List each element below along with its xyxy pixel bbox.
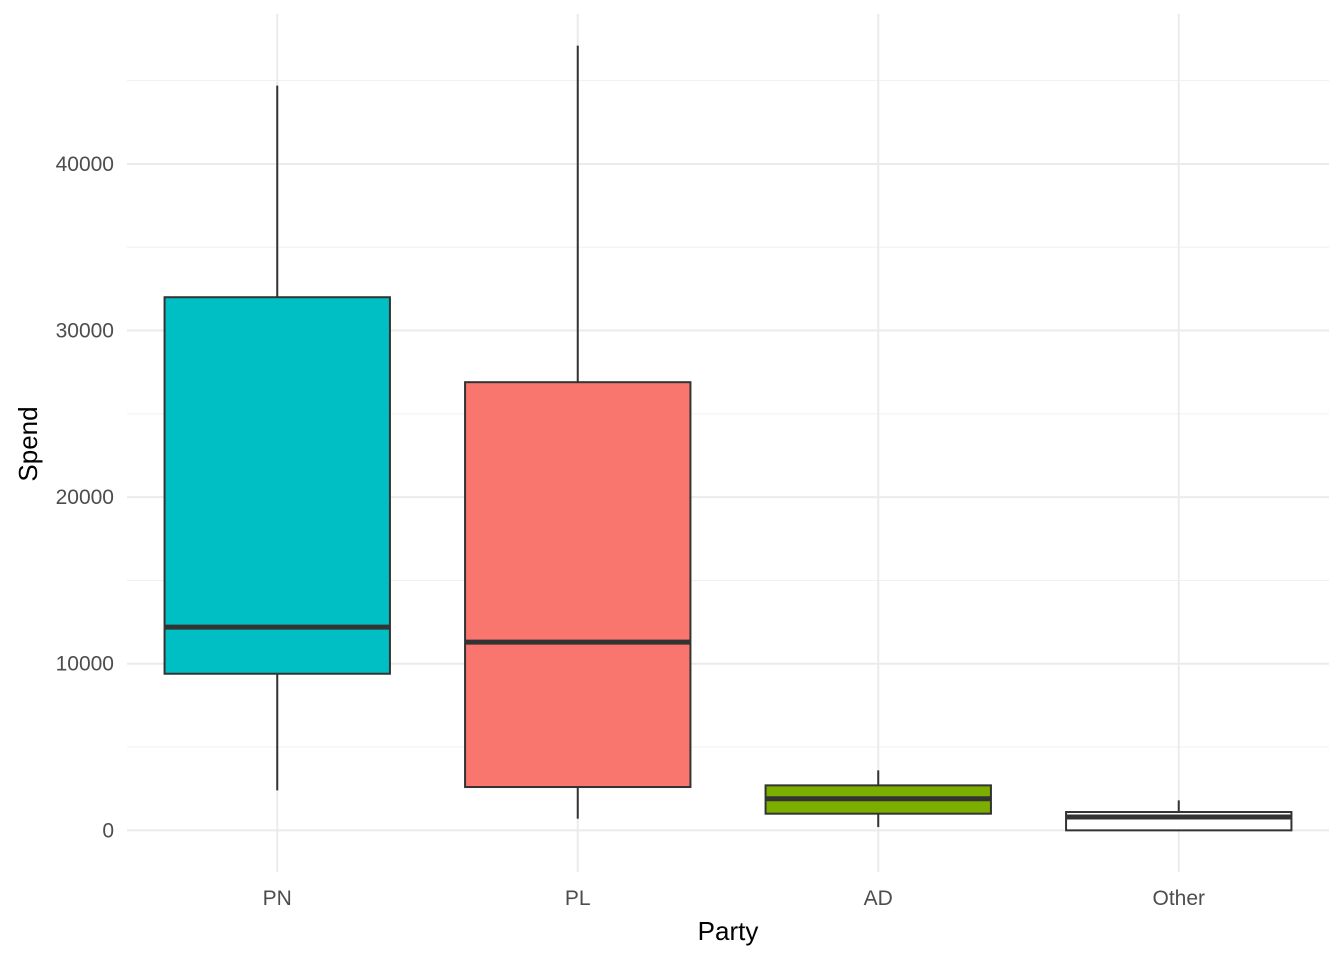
box-pn (163, 85, 391, 791)
x-axis-title: Party (698, 916, 759, 946)
iqr-box (163, 296, 391, 675)
y-tick-label: 40000 (56, 153, 114, 176)
box-ad (764, 770, 992, 828)
x-tick-label: AD (864, 887, 893, 910)
x-tick-label: Other (1152, 887, 1205, 910)
box-pl (464, 45, 692, 819)
y-tick-label: 0 (102, 819, 114, 842)
boxplot-marks (163, 45, 1293, 832)
y-axis-title: Spend (13, 406, 43, 481)
y-tick-label: 10000 (56, 653, 114, 676)
y-tick-label: 20000 (56, 486, 114, 509)
iqr-box (464, 381, 692, 789)
x-tick-label: PL (565, 887, 591, 910)
x-tick-label: PN (263, 887, 292, 910)
y-tick-label: 30000 (56, 320, 114, 343)
y-axis-ticks: 0 10000 20000 30000 40000 (56, 153, 114, 842)
x-axis-ticks: PN PL AD Other (263, 887, 1205, 910)
box-other (1065, 800, 1293, 832)
